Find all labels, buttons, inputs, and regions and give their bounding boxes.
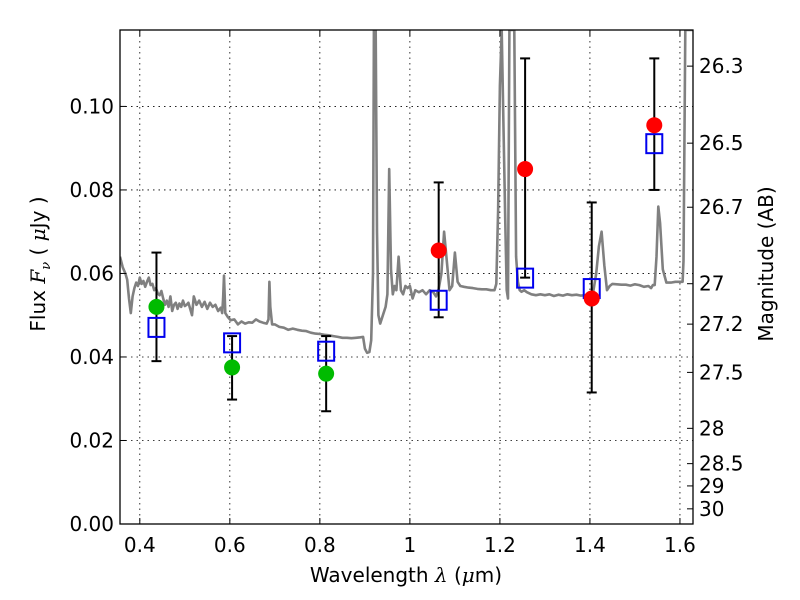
model-square-marker xyxy=(429,289,448,311)
x-label-symbol: λ xyxy=(434,563,448,587)
y2-tick-label: 28.5 xyxy=(699,452,744,476)
plot-area xyxy=(120,30,693,413)
x-axis-label: Wavelength λ (μm) xyxy=(310,563,502,587)
y-tick-label: 0.00 xyxy=(69,512,114,536)
model-square-marker xyxy=(516,267,535,289)
model-square-marker xyxy=(223,332,242,354)
spectrum-line xyxy=(120,30,693,355)
y-tick-label: 0.06 xyxy=(69,261,114,285)
y-label-subscript: ν xyxy=(39,262,54,270)
grid-lines xyxy=(120,30,693,524)
y-tick-label: 0.04 xyxy=(69,345,114,369)
observed-point-red xyxy=(430,242,447,259)
axes-border xyxy=(119,29,694,525)
x-tick-label: 0.8 xyxy=(304,533,336,557)
y2-tick-label: 26.7 xyxy=(699,195,744,219)
x-tick-label: 0.6 xyxy=(214,533,246,557)
y-tick-label: 0.02 xyxy=(69,428,114,452)
x-tick-label: 1.6 xyxy=(664,533,696,557)
x-tick-label: 1.2 xyxy=(484,533,516,557)
y2-tick-label: 28 xyxy=(699,416,724,440)
axes-frame xyxy=(119,29,694,525)
y2-axis-label: Magnitude (AB) xyxy=(754,186,778,341)
y2-tick-label: 26.3 xyxy=(699,54,744,78)
model-square-marker xyxy=(317,340,336,362)
y-label-symbol: F xyxy=(26,269,50,285)
observed-point-red xyxy=(583,290,600,307)
observed-point-red xyxy=(646,117,663,134)
x-label-open: ( xyxy=(448,563,462,587)
x-label-unit: m) xyxy=(475,563,502,587)
observed-point-green xyxy=(318,365,335,382)
x-tick-label: 1 xyxy=(404,533,417,557)
y-tick-label: 0.10 xyxy=(69,94,114,118)
observed-point-green xyxy=(148,298,165,315)
y2-tick-label: 26.5 xyxy=(699,131,744,155)
x-axis: 0.4 0.6 0.8 1 1.2 1.4 1.6 xyxy=(124,30,696,557)
x-label-prefix: Wavelength xyxy=(310,563,435,587)
y2-tick-label: 27.5 xyxy=(699,360,744,384)
y-label-prefix: Flux xyxy=(26,284,50,332)
x-label-mu: μ xyxy=(462,563,475,587)
y2-tick-label: 27 xyxy=(699,272,724,296)
model-square-marker xyxy=(147,316,166,338)
x-tick-label: 1.4 xyxy=(574,533,606,557)
y-axis: 0.00 0.02 0.04 0.06 0.08 0.10 xyxy=(69,94,126,536)
y2-tick-label: 27.2 xyxy=(699,312,744,336)
y-label-open: ( xyxy=(26,241,50,262)
y-label-mu: μ xyxy=(26,228,50,241)
y2-tick-label: 30 xyxy=(699,497,724,521)
model-square-marker xyxy=(645,133,664,155)
y-label-unit: Jy ) xyxy=(26,196,50,230)
observed-point-green xyxy=(224,359,241,376)
x-tick-label: 0.4 xyxy=(124,533,156,557)
y2-tick-label: 29 xyxy=(699,474,724,498)
observed-point-red xyxy=(517,161,534,178)
y-tick-label: 0.08 xyxy=(69,178,114,202)
y-axis-label: Flux Fν ( μJy ) xyxy=(26,196,54,331)
